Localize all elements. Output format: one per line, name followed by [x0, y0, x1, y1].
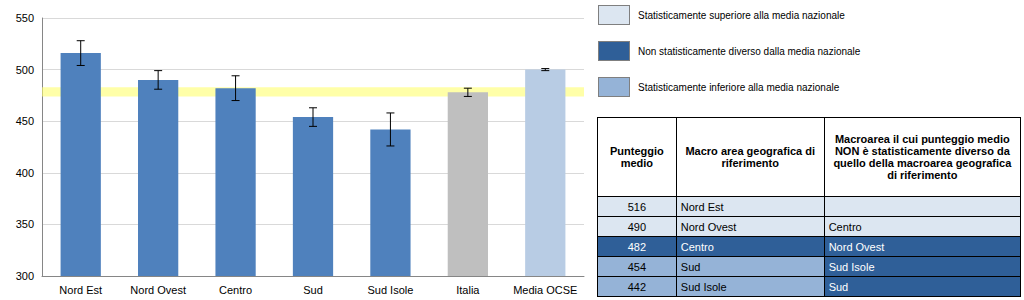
svg-text:Nord Ovest: Nord Ovest: [130, 284, 186, 296]
html-text:Non statisticamente diverso da: Non statisticamente diverso dalla media …: [638, 45, 861, 57]
html-text:Nord Ovest: Nord Ovest: [828, 240, 885, 253]
html-text:Macro area geografica di rifer: Macro area geografica di riferimento: [685, 145, 815, 169]
html-text:Punteggio medio: Punteggio medio: [610, 145, 664, 169]
svg-text:550: 550: [16, 12, 34, 24]
html-text:Centro: Centro: [680, 240, 714, 253]
svg-text:300: 300: [16, 270, 34, 282]
html-text:Sud Isole: Sud Isole: [680, 280, 727, 293]
svg-text:350: 350: [16, 218, 34, 230]
html-text:516: 516: [627, 200, 647, 213]
html-text:Centro: Centro: [828, 220, 862, 233]
svg-text:Italia: Italia: [456, 284, 480, 296]
html-text:482: 482: [627, 240, 647, 253]
html-text:454: 454: [627, 260, 647, 273]
html-text:490: 490: [627, 220, 647, 233]
html-text:Sud: Sud: [680, 260, 701, 273]
svg-text:500: 500: [16, 64, 34, 76]
html-text:Macroarea il cui punteggio med: Macroarea il cui punteggio medio NON è s…: [833, 133, 1012, 181]
svg-text:Sud Isole: Sud Isole: [367, 284, 413, 296]
html-text:Nord Ovest: Nord Ovest: [680, 220, 737, 233]
html-text:Sud Isole: Sud Isole: [828, 260, 875, 273]
html-text:Statisticamente inferiore alla: Statisticamente inferiore alla media naz…: [638, 81, 840, 93]
html-text:442: 442: [627, 280, 647, 293]
html-text:Statisticamente superiore alla: Statisticamente superiore alla media naz…: [638, 9, 845, 21]
svg-text:Nord Est: Nord Est: [59, 284, 102, 296]
svg-text:Centro: Centro: [219, 284, 252, 296]
svg-text:400: 400: [16, 167, 34, 179]
html-text:Sud: Sud: [828, 280, 849, 293]
html-text:Nord Est: Nord Est: [680, 200, 724, 213]
svg-text:450: 450: [16, 115, 34, 127]
svg-text:Media OCSE: Media OCSE: [513, 284, 577, 296]
svg-text:Sud: Sud: [303, 284, 323, 296]
